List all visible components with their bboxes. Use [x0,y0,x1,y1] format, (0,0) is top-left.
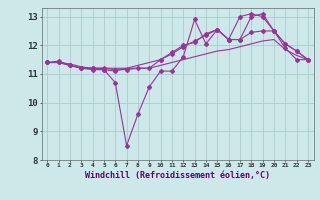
X-axis label: Windchill (Refroidissement éolien,°C): Windchill (Refroidissement éolien,°C) [85,171,270,180]
